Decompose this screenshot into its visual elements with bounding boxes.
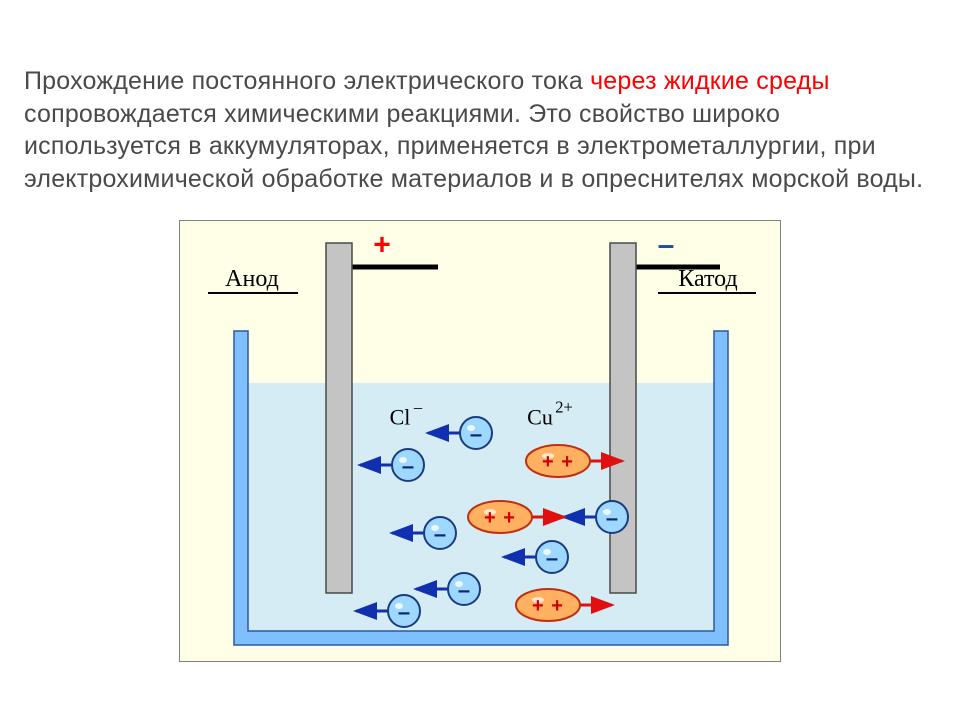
svg-text:Катод: Катод — [678, 266, 737, 292]
text-emphasis: через жидкие среды — [590, 67, 830, 95]
svg-text:–: – — [413, 398, 423, 417]
svg-text:–: – — [470, 422, 482, 447]
svg-text:–: – — [458, 578, 470, 603]
figure-container: АнодКатод+–Cl–Cu2+–––––––+ ++ ++ + — [24, 220, 936, 662]
svg-text:–: – — [402, 454, 414, 479]
svg-text:–: – — [658, 229, 675, 262]
text-part-2: сопровождается химическими реакциями. Эт… — [24, 100, 923, 193]
svg-text:–: – — [398, 600, 410, 625]
electrolysis-diagram: АнодКатод+–Cl–Cu2+–––––––+ ++ ++ + — [179, 220, 781, 662]
svg-text:Анод: Анод — [225, 266, 279, 292]
svg-text:+ +: + + — [484, 507, 516, 529]
svg-text:–: – — [546, 546, 558, 571]
svg-text:+: + — [373, 229, 391, 262]
svg-text:–: – — [606, 506, 618, 531]
svg-text:+ +: + + — [542, 451, 574, 473]
description-text: Прохождение постоянного электрического т… — [24, 65, 936, 195]
svg-text:+ +: + + — [532, 595, 564, 617]
text-part-1: Прохождение постоянного электрического т… — [24, 67, 590, 95]
svg-text:–: – — [434, 522, 446, 547]
svg-text:2+: 2+ — [555, 398, 573, 417]
svg-text:Cl: Cl — [390, 405, 411, 430]
svg-text:Cu: Cu — [527, 405, 553, 430]
